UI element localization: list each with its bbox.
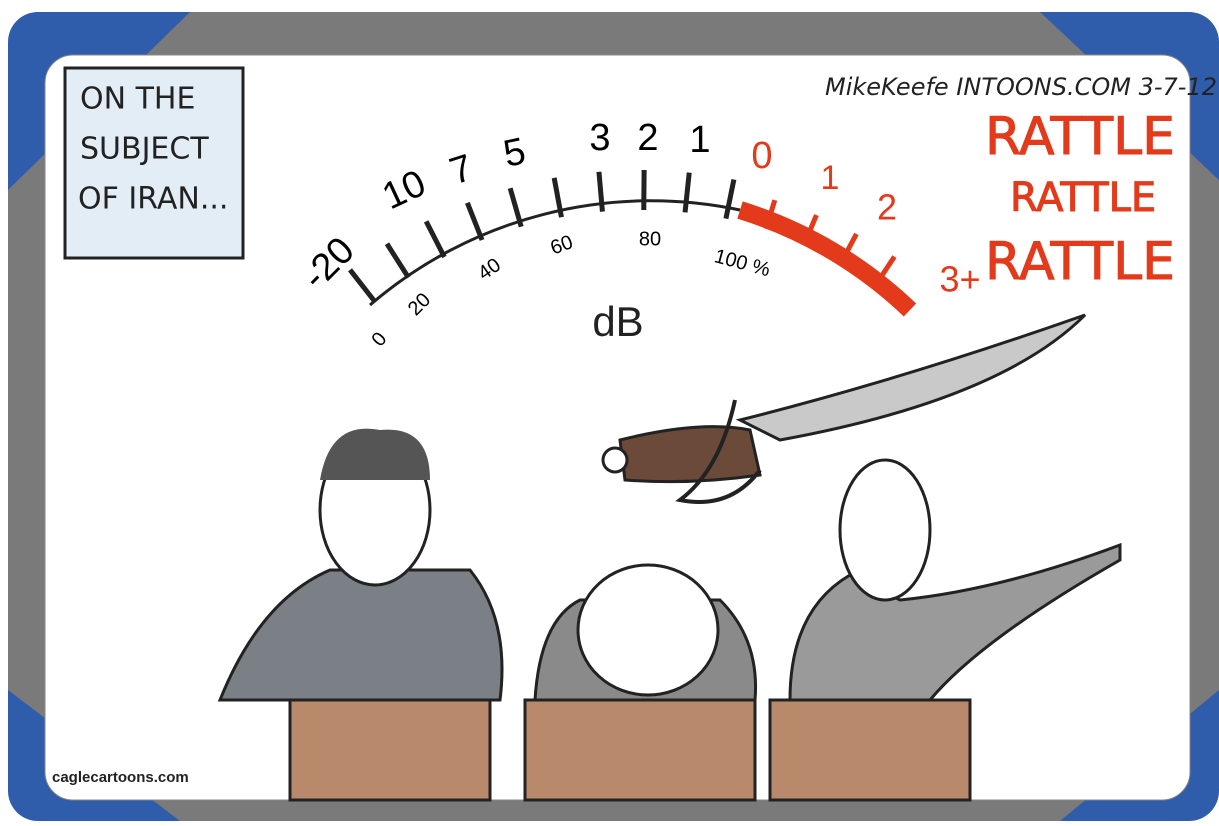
meter-tick xyxy=(599,172,602,212)
podium xyxy=(525,700,755,800)
caption-line: ON THE xyxy=(80,82,195,117)
sound-text: RATTLE xyxy=(1010,175,1156,221)
caption-line: SUBJECT xyxy=(80,132,209,167)
meter-unit: dB xyxy=(592,298,643,345)
sword-pommel xyxy=(603,448,627,472)
credit: caglecartoons.com xyxy=(52,769,189,786)
meter-red-label: 1 xyxy=(821,159,840,197)
sound-text: RATTLE xyxy=(985,107,1175,167)
meter-red-label: 2 xyxy=(877,187,897,228)
percent-label: 80 xyxy=(639,228,661,250)
meter-red-label: 0 xyxy=(751,135,772,177)
sword-hilt xyxy=(620,427,760,482)
page: ON THE SUBJECT OF IRAN... MikeKeefe INTO… xyxy=(0,0,1219,821)
signature: MikeKeefe INTOONS.COM 3-7-12 xyxy=(825,73,1217,101)
figure-right-head xyxy=(840,460,930,600)
podium xyxy=(770,700,970,800)
podium xyxy=(290,700,490,800)
meter-label: 1 xyxy=(689,119,710,161)
meter-red-label: 3+ xyxy=(939,259,980,300)
caption-line: OF IRAN... xyxy=(78,182,228,217)
sound-text: RATTLE xyxy=(985,232,1175,292)
meter-label: 3 xyxy=(589,117,610,159)
meter-label: 2 xyxy=(637,117,658,159)
figure-center-head xyxy=(578,565,718,695)
cartoon: ON THE SUBJECT OF IRAN... MikeKeefe INTO… xyxy=(0,0,1219,821)
